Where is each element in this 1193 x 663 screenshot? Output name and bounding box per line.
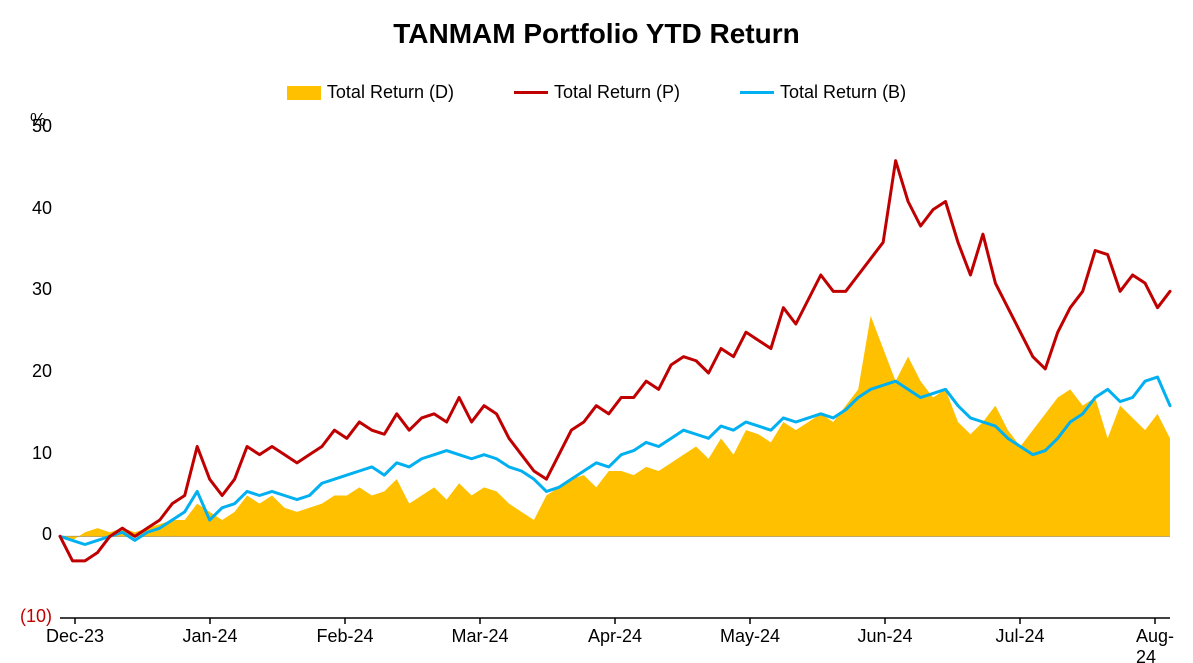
plot-area: [0, 0, 1193, 663]
chart-container: TANMAM Portfolio YTD Return Total Return…: [0, 0, 1193, 663]
